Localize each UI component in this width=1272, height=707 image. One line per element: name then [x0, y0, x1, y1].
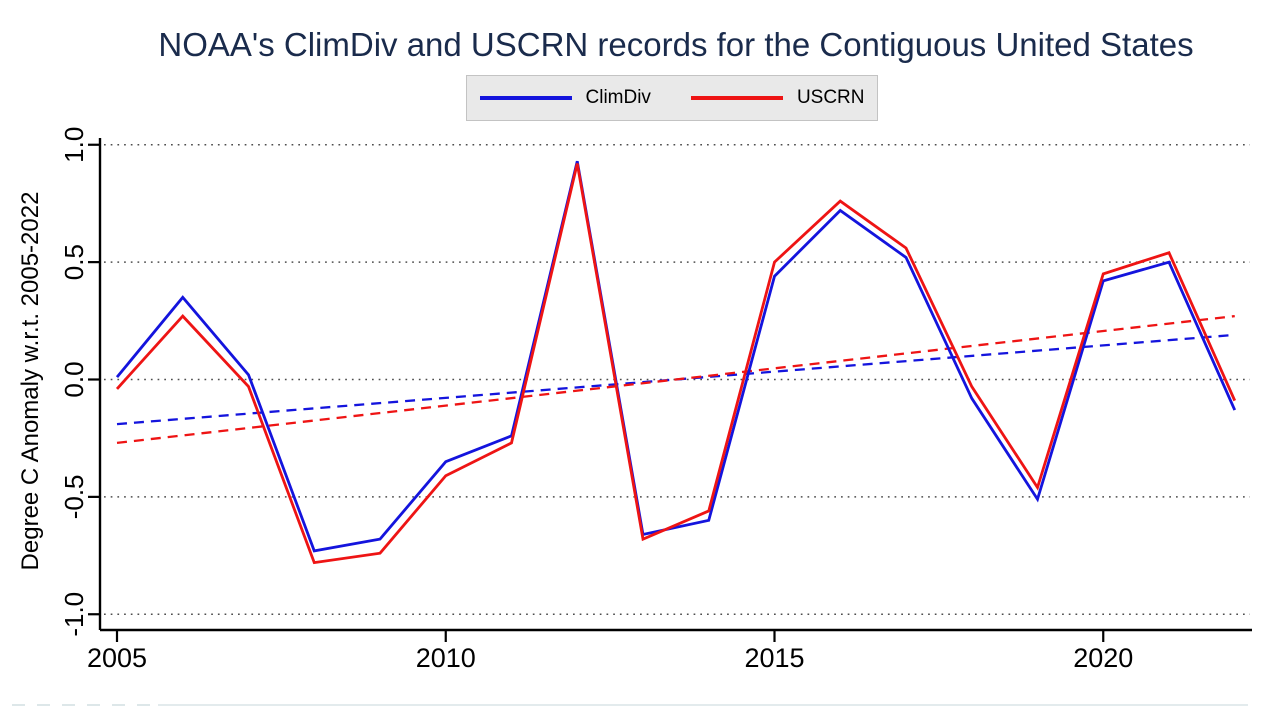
y-tick-label: 0.0 [59, 361, 89, 397]
axes [98, 138, 1252, 632]
uscrn-series-line [115, 163, 1237, 565]
x-tick-label: 2005 [87, 643, 147, 673]
legend-entry-climdiv: ClimDiv [479, 87, 651, 109]
y-tick-label: -0.5 [59, 474, 89, 519]
legend-entry-uscrn: USCRN [690, 87, 865, 109]
climdiv-line-swatch [479, 96, 572, 100]
climdiv-series-line [115, 160, 1237, 553]
tick-marks [88, 143, 1105, 642]
data-series [115, 160, 1237, 565]
legend-label-uscrn: USCRN [796, 87, 865, 108]
uscrn-line-swatch [690, 96, 783, 100]
x-tick-label: 2010 [416, 643, 476, 673]
y-tick-label: 0.5 [59, 244, 89, 280]
bottom-dashes [12, 704, 152, 706]
legend-label-climdiv: ClimDiv [585, 87, 651, 108]
y-tick-label: 1.0 [59, 127, 89, 163]
uscrn-trend-line [116, 314, 1235, 445]
x-tick-label: 2015 [744, 643, 804, 673]
chart-title: NOAA's ClimDiv and USCRN records for the… [158, 26, 1194, 63]
x-tick-label: 2020 [1073, 643, 1133, 673]
legend: ClimDiv USCRN [466, 75, 878, 121]
bottom-line [158, 704, 1248, 706]
tick-labels: 1.0 0.5 0.0 -0.5 -1.0 2005 2010 2015 2020 [59, 127, 1133, 673]
bottom-edge-artifact [0, 703, 1272, 707]
trend-lines [116, 314, 1235, 445]
y-tick-label: -1.0 [59, 592, 89, 637]
